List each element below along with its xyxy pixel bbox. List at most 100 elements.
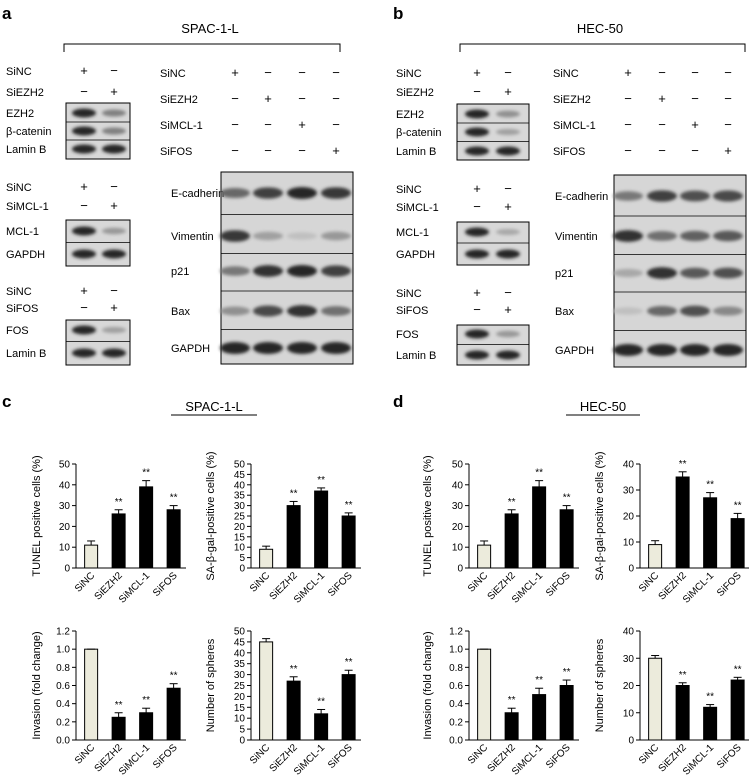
sign-mark: + [231, 65, 239, 80]
y-tick-label: 0.4 [449, 699, 463, 710]
condition-label: SiNC [6, 182, 32, 194]
bar [166, 687, 181, 741]
sign-mark: − [473, 199, 481, 214]
y-tick-label: 40 [234, 480, 246, 491]
condition-label: SiNC [160, 68, 186, 80]
band-label: Bax [171, 306, 190, 318]
blot-band [220, 187, 250, 199]
sign-mark: − [264, 143, 272, 158]
y-tick-label: 0.6 [56, 681, 70, 692]
sign-mark: + [504, 84, 512, 99]
sign-mark: + [332, 143, 340, 158]
blot-band [465, 329, 489, 339]
condition-label: SiMCL-1 [160, 120, 203, 132]
band-label: E-cadherin [555, 191, 608, 203]
blot-band [102, 109, 126, 117]
sign-mark: − [658, 65, 666, 80]
bar [532, 486, 547, 569]
blot-band [496, 249, 520, 259]
sign-mark: − [504, 65, 512, 80]
sign-mark: − [473, 302, 481, 317]
significance-mark: ** [170, 493, 178, 504]
x-tick-label: SiMCL-1 [292, 742, 328, 778]
condition-label: SiEZH2 [553, 94, 591, 106]
y-tick-label: 20 [452, 522, 464, 533]
y-axis-label: SA-β-gal-positive cells (%) [594, 451, 606, 580]
y-tick-label: 0 [64, 564, 70, 575]
y-tick-label: 30 [234, 670, 246, 681]
y-tick-label: 35 [234, 491, 246, 502]
blot-band [680, 344, 710, 356]
blot-band [102, 326, 126, 334]
y-tick-label: 50 [234, 460, 246, 471]
sign-mark: − [332, 65, 340, 80]
y-tick-label: 25 [234, 512, 246, 523]
blot-band [253, 265, 283, 277]
y-tick-label: 20 [234, 692, 246, 703]
condition-label: SiNC [396, 184, 422, 196]
y-tick-label: 0 [239, 736, 245, 747]
y-tick-label: 25 [234, 681, 246, 692]
x-tick-label: SiFOS [151, 570, 180, 599]
chart-c3: 0.0 0.2 0.4 0.6 0.8 1.0 1.2 Invasion (fold chan… [31, 627, 186, 778]
blot-band [321, 265, 351, 277]
condition-label: SiNC [396, 68, 422, 80]
y-tick-label: 10 [234, 543, 246, 554]
x-tick-label: SiFOS [151, 742, 180, 771]
blot-band [253, 305, 283, 317]
blot-membrane [456, 221, 530, 266]
x-tick-label: SiNC [466, 742, 490, 766]
y-tick-label: 10 [234, 714, 246, 725]
bar [730, 518, 745, 569]
bar [675, 476, 690, 569]
band-label: Lamin B [396, 146, 436, 158]
sign-mark: − [624, 91, 632, 106]
condition-label: SiMCL-1 [6, 201, 49, 213]
big-blot-b: SiNC + − − − SiEZH2 − + − − SiMCL-1 − − + − SiFOS − − − + E-… [553, 65, 747, 368]
sign-mark: + [110, 300, 118, 315]
sign-mark: + [724, 143, 732, 158]
y-tick-label: 1.2 [449, 627, 463, 638]
bar [648, 544, 663, 569]
significance-mark: ** [115, 700, 123, 711]
blot-band [287, 187, 317, 199]
chart-d1: 0 10 20 30 40 50 TUNEL positive cells (%) SiNC *… [422, 455, 579, 606]
significance-mark: ** [734, 500, 742, 511]
band-label: Lamin B [6, 348, 46, 360]
band-label: EZH2 [396, 109, 424, 121]
bar [648, 657, 663, 741]
sign-mark: + [691, 117, 699, 132]
x-tick-label: SiNC [248, 570, 272, 594]
blot-band [102, 127, 126, 135]
band-label: Lamin B [396, 350, 436, 362]
blot-membrane [65, 319, 131, 366]
x-tick-label: SiNC [637, 570, 661, 594]
bar [111, 716, 126, 741]
significance-mark: ** [142, 468, 150, 479]
blot-band [72, 126, 96, 136]
blot-band [220, 342, 250, 354]
significance-mark: ** [290, 664, 298, 675]
condition-label: SiNC [553, 68, 579, 80]
y-tick-label: 10 [59, 543, 71, 554]
sign-mark: − [724, 65, 732, 80]
sign-mark: − [231, 143, 239, 158]
x-tick-label: SiMCL-1 [681, 570, 717, 606]
sign-mark: − [724, 117, 732, 132]
y-axis-label: Invasion (fold change) [422, 631, 434, 739]
x-tick-label: SiFOS [544, 570, 573, 599]
y-tick-label: 50 [59, 460, 71, 471]
significance-mark: ** [170, 671, 178, 682]
bar [84, 544, 99, 569]
x-tick-label: SiMCL-1 [117, 742, 153, 778]
x-tick-label: SiNC [73, 570, 97, 594]
blot-band [465, 249, 489, 259]
sign-mark: − [504, 285, 512, 300]
sign-mark: − [298, 143, 306, 158]
panel-title-c: SPAC-1-L [185, 399, 243, 414]
sign-mark: − [624, 143, 632, 158]
sign-mark: + [80, 63, 88, 78]
